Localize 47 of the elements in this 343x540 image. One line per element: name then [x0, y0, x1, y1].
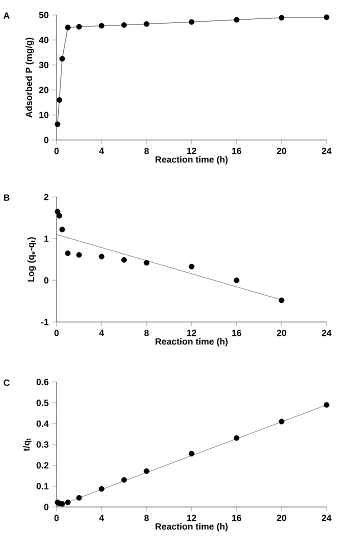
x-tick-label: 12: [187, 148, 196, 154]
y-axis-title: t/q$_{t}$: [23, 438, 32, 452]
x-tick-label: 0: [54, 148, 59, 154]
x-tick-label: 0: [54, 514, 59, 522]
x-axis-title: Reaction time (h): [156, 156, 228, 164]
x-tick-label: 8: [144, 148, 150, 154]
y-tick-label: 0: [44, 504, 49, 510]
x-tick-label: 24: [322, 148, 332, 154]
chart-title: A: [4, 12, 10, 19]
y-tick-label: 0.2: [36, 462, 49, 469]
y-tick-label: 0.5: [36, 400, 49, 406]
y-tick-label: 40: [39, 36, 49, 44]
y-tick-label: 0: [44, 277, 49, 284]
x-tick-label: 12: [187, 514, 196, 522]
y-axis-title: Log (q$_{e}$-q$_{t}$): [28, 237, 36, 282]
x-tick-label: 4: [99, 514, 104, 521]
x-tick-label: 16: [232, 514, 242, 522]
x-tick-label: 24: [322, 514, 332, 522]
y-tick-label: 2: [44, 194, 49, 200]
y-tick-label: 0.1: [36, 482, 49, 490]
y-tick-label: 0.4: [36, 420, 49, 427]
y-tick-label: 1: [44, 236, 49, 242]
x-axis-title: Reaction time (h): [156, 523, 228, 532]
x-axis-title: Reaction time (h): [156, 338, 228, 346]
x-tick-label: 4: [99, 148, 104, 154]
chart-title: C: [4, 380, 10, 386]
y-tick-label: 20: [39, 86, 49, 94]
x-tick-label: 20: [277, 330, 286, 336]
y-tick-label: 0.6: [36, 378, 49, 386]
y-tick-label: 30: [39, 62, 49, 68]
chart-title: B: [4, 194, 10, 201]
x-tick-label: 8: [144, 330, 150, 336]
x-tick-label: 20: [277, 148, 286, 154]
y-tick-label: 50: [39, 12, 49, 18]
y-tick-label: -1: [41, 318, 49, 326]
y-tick-label: 10: [40, 112, 49, 118]
x-tick-label: 12: [187, 330, 196, 336]
y-axis-title: Adsorbed P (mg/g): [26, 38, 34, 118]
y-tick-label: 0.3: [36, 441, 49, 448]
x-tick-label: 20: [277, 514, 286, 522]
x-tick-label: 4: [99, 330, 104, 336]
x-tick-label: 24: [322, 330, 332, 336]
x-tick-label: 16: [232, 148, 242, 154]
x-tick-label: 8: [144, 514, 150, 522]
x-tick-label: 16: [232, 330, 242, 336]
x-tick-label: 0: [54, 330, 59, 336]
y-tick-label: 0: [44, 136, 49, 144]
